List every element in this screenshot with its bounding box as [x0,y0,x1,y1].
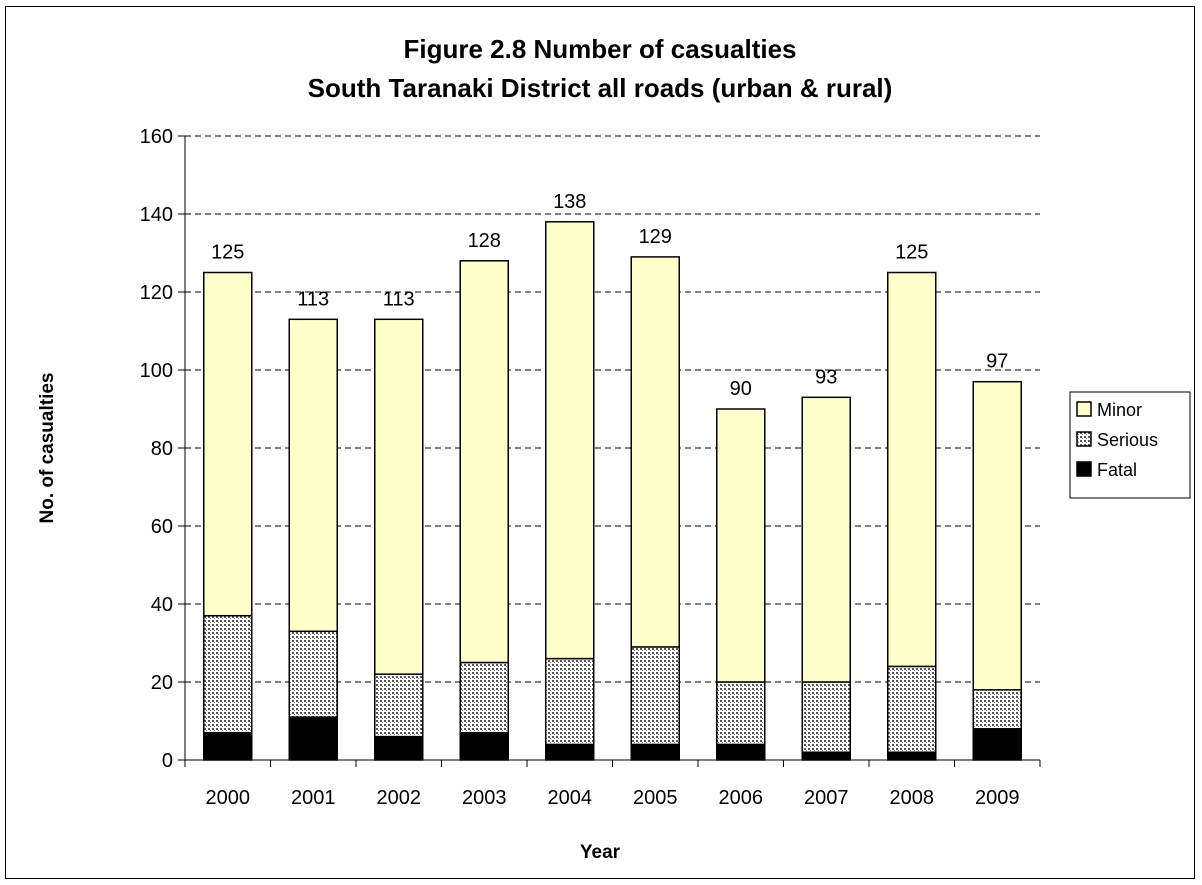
data-label-total-2008: 125 [895,242,928,264]
y-tick-label: 0 [162,750,173,772]
bar-minor-2001 [288,318,338,633]
x-tick-label-2007: 2007 [804,787,849,809]
data-label-total-2003: 128 [468,230,501,252]
data-label-total-2000: 125 [211,242,244,264]
chart-subtitle: South Taranaki District all roads (urban… [308,73,893,103]
data-label-total-2007: 93 [815,366,837,388]
chart-frame [5,6,1195,879]
bar-minor-2009 [972,380,1022,691]
bar-fatal-2001 [288,716,338,761]
bar-serious-2005 [630,646,680,746]
bar-serious-2002 [374,673,424,738]
x-tick-label-2002: 2002 [377,787,422,809]
bar-serious-2004 [545,657,595,746]
legend-swatch-serious [1076,431,1092,447]
bar-minor-2005 [630,256,680,648]
bar-fatal-2004 [545,743,595,761]
data-label-total-2006: 90 [730,378,752,400]
legend-label-minor: Minor [1097,400,1142,420]
bar-serious-2000 [203,614,253,734]
x-tick-label-2006: 2006 [719,787,764,809]
legend-swatch-fatal [1076,461,1092,477]
y-tick-label: 60 [151,516,173,538]
bar-serious-2001 [288,630,338,718]
chart-title: Figure 2.8 Number of casualties [403,34,796,64]
y-tick-label: 100 [140,360,173,382]
bar-serious-2009 [972,689,1022,730]
x-tick-label-2000: 2000 [206,787,251,809]
bars [203,221,1022,761]
bar-minor-2000 [203,271,253,617]
bar-minor-2007 [801,396,851,683]
legend-label-fatal: Fatal [1097,460,1137,480]
bar-fatal-2009 [972,728,1022,761]
bar-minor-2008 [887,271,937,668]
x-tick-label-2003: 2003 [462,787,507,809]
y-axis-title: No. of casualties [37,373,58,524]
bar-serious-2006 [716,681,766,746]
bar-minor-2006 [716,408,766,683]
data-label-total-2005: 129 [639,226,672,248]
bar-fatal-2000 [203,731,253,761]
bar-fatal-2006 [716,743,766,761]
x-tick-label-2001: 2001 [291,787,336,809]
legend-swatch-minor [1076,401,1092,417]
data-label-total-2001: 113 [297,288,329,310]
bar-serious-2003 [459,661,509,734]
x-tick-label-2005: 2005 [633,787,678,809]
y-tick-label: 140 [140,204,173,226]
bar-serious-2007 [801,681,851,753]
bar-fatal-2003 [459,731,509,761]
data-label-total-2002: 113 [383,288,415,310]
bar-serious-2008 [887,665,937,753]
bar-fatal-2007 [801,751,851,761]
bar-minor-2003 [459,260,509,664]
bar-fatal-2005 [630,743,680,761]
x-tick-label-2004: 2004 [548,787,593,809]
y-tick-label: 80 [151,438,173,460]
y-tick-label: 40 [151,594,173,616]
data-labels: 125 113 113 128 138 129 90 93 125 97 [211,191,1008,400]
bar-minor-2004 [545,221,595,660]
legend: Minor Serious Fatal [1069,391,1191,499]
x-tick-label-2008: 2008 [890,787,935,809]
bar-minor-2002 [374,318,424,675]
y-tick-label: 120 [140,282,173,304]
bar-fatal-2002 [374,735,424,761]
data-label-total-2009: 97 [986,351,1008,373]
x-tick-label-2009: 2009 [975,787,1020,809]
y-tick-label: 20 [151,672,173,694]
bar-fatal-2008 [887,751,937,761]
legend-label-serious: Serious [1097,430,1158,450]
x-axis-title: Year [580,842,621,863]
data-label-total-2004: 138 [553,191,586,213]
y-tick-label: 160 [140,126,173,148]
axes: 0 20 40 60 80 100 120 140 160 2000 2001 2002 2003 200… [140,126,1041,809]
